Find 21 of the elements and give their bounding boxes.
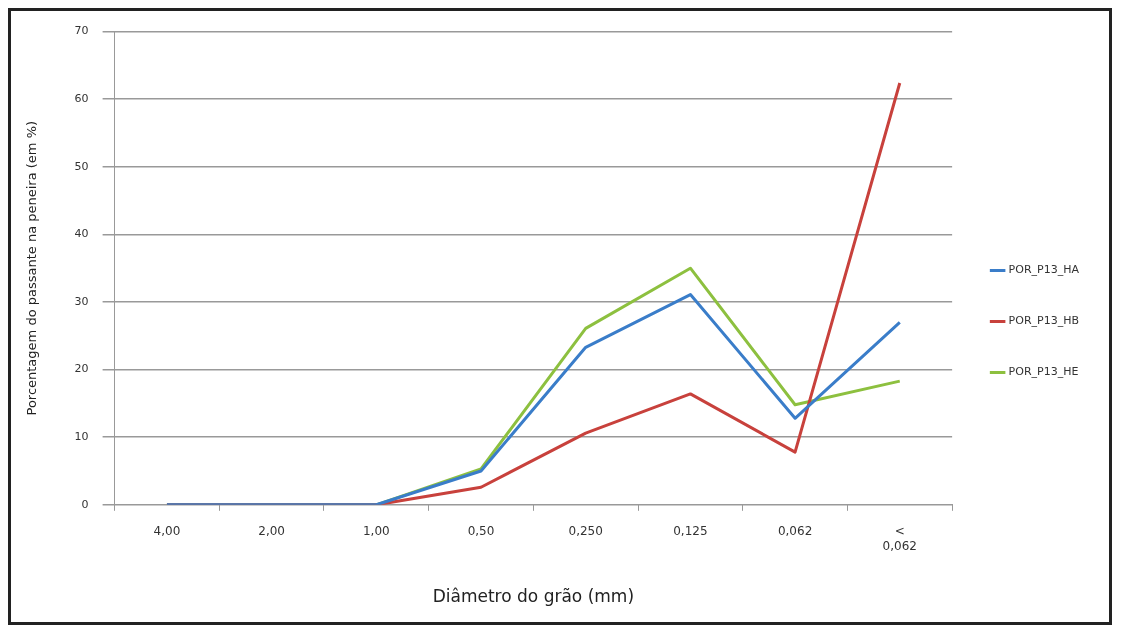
x-tick-label: 1,00 — [362, 524, 390, 539]
legend-label: POR_P13_HA — [1008, 263, 1080, 277]
x-tick-label: 0,062 — [777, 524, 813, 539]
y-tick-label: 10 — [74, 430, 89, 444]
y-tick-label: 40 — [74, 227, 89, 241]
y-tick-label: 30 — [74, 294, 89, 308]
y-tick-label: 70 — [74, 24, 89, 38]
y-tick-label: 20 — [74, 362, 89, 376]
x-tick-label: 0,250 — [568, 524, 603, 539]
x-tick-label: < 0,062 — [882, 524, 917, 553]
legend-label: POR_P13_HB — [1008, 314, 1080, 328]
y-tick-label: 60 — [74, 92, 89, 106]
legend-label: POR_P13_HE — [1008, 365, 1079, 379]
y-tick-label: 50 — [74, 159, 89, 173]
x-tick-label: 4,00 — [153, 524, 181, 539]
x-tick-label: 0,125 — [673, 524, 708, 539]
y-tick-label: 0 — [81, 497, 89, 511]
x-axis-title: Diâmetro do grão (mm) — [432, 586, 635, 607]
x-tick-label: 2,00 — [258, 524, 285, 539]
y-axis-title: Porcentagem do passante na peneira (em %) — [24, 120, 40, 416]
x-tick-label: 0,50 — [467, 524, 495, 539]
